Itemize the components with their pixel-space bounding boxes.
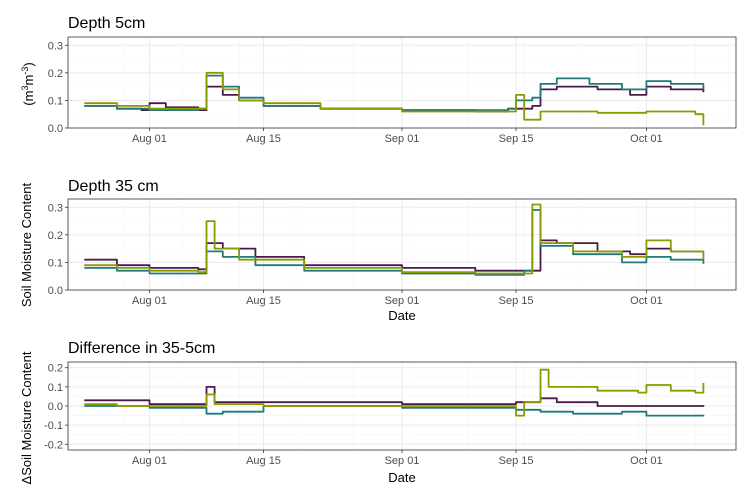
y-axis-title: Soil Moisture Content [19,182,34,307]
x-tick-label: Aug 01 [132,455,167,467]
units-mid: m [21,75,36,86]
panel-series [84,203,705,276]
units-exp1: 3 [20,86,30,91]
y-tick-label: 0.2 [48,68,63,80]
y-tick-label: -0.1 [44,420,63,432]
x-tick-label: Aug 01 [132,133,167,145]
y-tick-label: 0.1 [48,95,63,107]
panel-axes: Aug 01 Aug 15 Sep 01 Sep 15 Oct 01 0.0 0.1 0.2 0… [48,202,663,307]
y-axis-units: (m3m-3) [20,62,36,105]
panel-series [84,71,705,126]
panel-grid [67,37,736,129]
x-tick-label: Sep 15 [499,455,534,467]
x-tick-label: Oct 01 [630,133,662,145]
x-tick-label: Aug 15 [246,295,281,307]
series-line-2 [84,203,705,275]
x-tick-label: Sep 01 [385,455,420,467]
series-line-2 [84,368,705,417]
series-line-0 [84,85,705,113]
x-axis-title: Date [388,308,415,323]
panel-axes: Aug 01 Aug 15 Sep 01 Sep 15 Oct 01 -0.2 -0.1 0.… [44,363,663,467]
x-tick-label: Oct 01 [630,295,662,307]
units-exp2: -3 [20,67,30,75]
y-tick-label: 0.1 [48,257,63,269]
series-line-0 [84,386,705,407]
series-line-1 [84,209,705,276]
series-line-0 [84,239,704,272]
panel-title-depth-35cm: Depth 35 cm [68,178,159,195]
units-prefix: (m [21,91,36,106]
x-tick-label: Aug 15 [246,133,281,145]
y-tick-label: 0.3 [48,40,63,52]
x-tick-label: Sep 01 [385,295,420,307]
series-line-2 [84,71,705,126]
x-tick-label: Aug 15 [246,455,281,467]
y-tick-label: 0.1 [48,382,63,394]
x-tick-label: Oct 01 [630,455,662,467]
y-tick-label: 0.2 [48,230,63,242]
x-tick-label: Sep 01 [385,133,420,145]
y-axis-title-delta: ΔSoil Moisture Content [19,351,34,484]
x-tick-label: Aug 01 [132,295,167,307]
panel-title-difference: Difference in 35-5cm [68,340,215,357]
y-tick-label: 0.0 [48,285,63,297]
series-line-1 [84,405,705,417]
y-tick-label: 0.3 [48,202,63,214]
panel-series [84,368,705,417]
y-tick-label: 0.2 [48,363,63,375]
panel-difference: Difference in 35-5cm Aug 01 Aug 15 Sep 01 S… [44,340,737,485]
panel-grid [67,199,736,291]
y-tick-label: 0.0 [48,123,63,135]
x-axis-title: Date [388,470,415,485]
panel-depth-5cm: Depth 5cm Aug 01 Aug 15 Sep 01 Sep 15 Oct 01… [48,15,737,145]
panel-axes: Aug 01 Aug 15 Sep 01 Sep 15 Oct 01 0.0 0.1 0.2 0… [48,40,663,145]
y-tick-label: -0.2 [44,439,63,451]
x-tick-label: Sep 15 [499,133,534,145]
x-tick-label: Sep 15 [499,295,534,307]
series-line-1 [84,74,705,111]
panel-depth-35cm: Depth 35 cm Aug 01 Aug 15 Sep 01 Sep 15 Oct … [48,178,737,323]
units-suffix: ) [21,62,36,66]
y-tick-label: 0.0 [48,401,63,413]
panel-title-depth-5cm: Depth 5cm [68,15,145,32]
